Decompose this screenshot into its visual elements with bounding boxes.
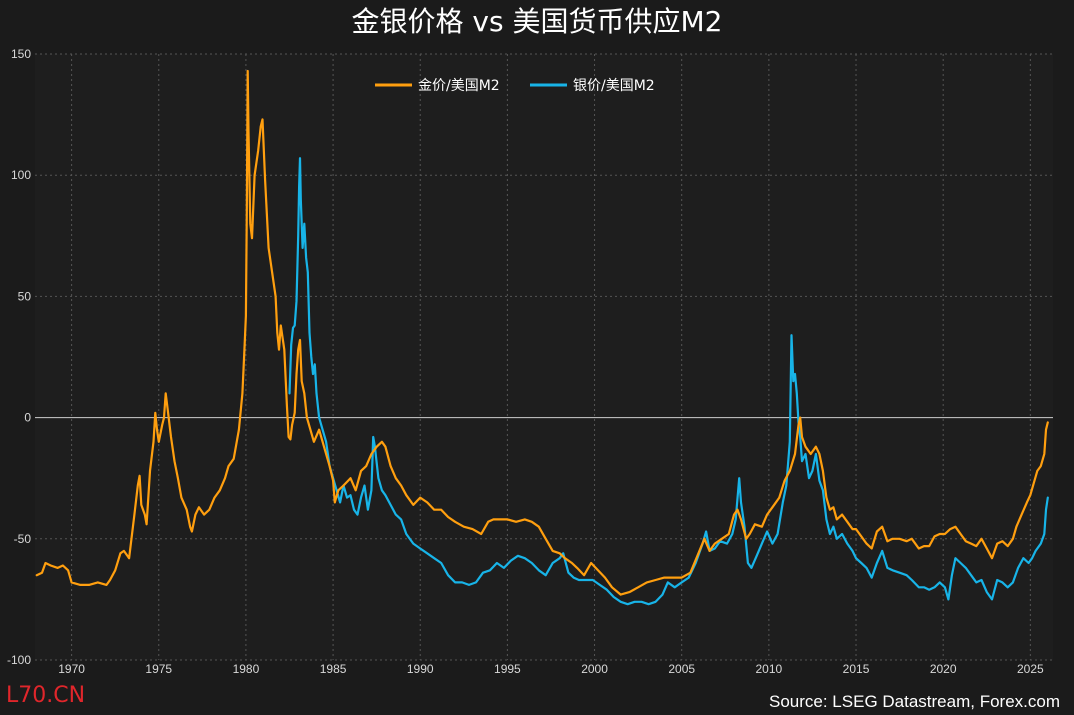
source-note: Source: LSEG Datastream, Forex.com xyxy=(769,692,1060,711)
x-tick-label-7: 2005 xyxy=(668,662,695,676)
x-tick-label-1: 1975 xyxy=(145,662,172,676)
x-tick-label-3: 1985 xyxy=(320,662,347,676)
y-tick-label-0: -100 xyxy=(7,653,31,667)
y-tick-label-1: -50 xyxy=(14,532,32,546)
plot-area xyxy=(35,54,1053,660)
x-tick-label-2: 1980 xyxy=(233,662,260,676)
series-line-silver xyxy=(288,157,1049,606)
x-tick-label-6: 2000 xyxy=(581,662,608,676)
legend-label-gold: 金价/美国M2 xyxy=(418,78,500,94)
watermark: L70.CN xyxy=(6,683,85,708)
x-tick-label-0: 1970 xyxy=(58,662,85,676)
grid-horizontal xyxy=(35,53,1053,661)
x-tick-label-8: 2010 xyxy=(756,662,783,676)
series-line-gold xyxy=(35,69,1049,596)
legend-label-silver: 银价/美国M2 xyxy=(573,78,655,94)
chart-title: 金银价格 vs 美国货币供应M2 xyxy=(352,5,723,38)
y-tick-label-3: 50 xyxy=(18,289,32,303)
legend: 金价/美国M2 银价/美国M2 xyxy=(375,78,655,94)
x-tick-label-10: 2020 xyxy=(930,662,957,676)
x-tick-label-5: 1995 xyxy=(494,662,521,676)
x-tick-labels: 1970 1975 1980 1985 1990 1995 2000 2005 2010 2015… xyxy=(58,662,1044,676)
series-lines xyxy=(35,69,1049,606)
x-tick-label-4: 1990 xyxy=(407,662,434,676)
y-tick-labels: -100 -50 0 50 100 150 xyxy=(7,47,31,667)
x-tick-label-11: 2025 xyxy=(1017,662,1044,676)
x-tick-label-9: 2015 xyxy=(843,662,870,676)
y-tick-label-4: 100 xyxy=(11,168,31,182)
grid-vertical xyxy=(71,54,1031,660)
y-tick-label-2: 0 xyxy=(24,411,31,425)
y-tick-label-5: 150 xyxy=(11,47,31,61)
